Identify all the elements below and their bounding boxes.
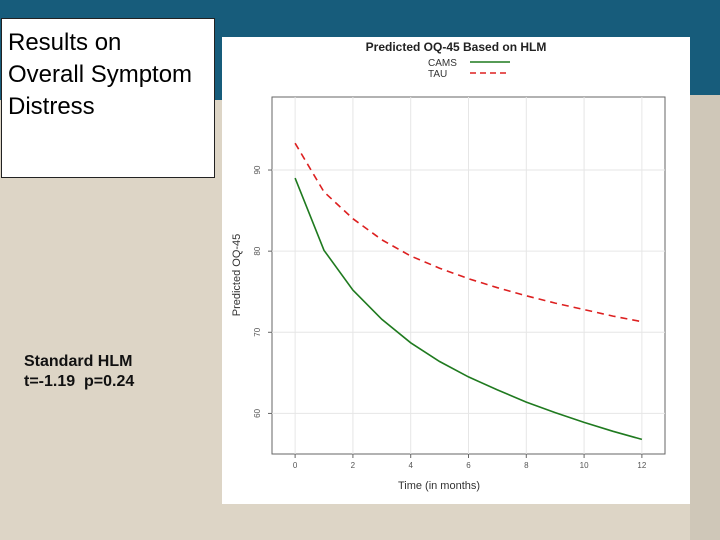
legend-label-cams: CAMS [428, 58, 457, 69]
x-tick-label: 6 [466, 461, 471, 470]
y-tick-label: 90 [253, 165, 262, 174]
series-line-tau [294, 142, 643, 323]
x-tick-label: 2 [351, 461, 356, 470]
x-axis-ticks: 0 2 4 6 8 10 12 [293, 454, 647, 470]
x-tick-label: 0 [293, 461, 298, 470]
y-axis-ticks: 60 70 80 90 [253, 165, 272, 418]
series-lines [294, 142, 643, 441]
y-tick-label: 80 [253, 246, 262, 255]
y-tick-label: 60 [253, 408, 262, 417]
x-tick-label: 12 [637, 461, 646, 470]
stats-text: Standard HLM t=-1.19 p=0.24 [24, 352, 134, 392]
y-axis-label: Predicted OQ-45 [231, 234, 243, 317]
chart-panel: Predicted OQ-45 Based on HLM CAMS TAU 60… [222, 37, 690, 504]
x-tick-label: 8 [524, 461, 529, 470]
x-tick-label: 10 [580, 461, 589, 470]
chart-legend: CAMS TAU [428, 58, 510, 80]
grid [272, 97, 665, 454]
side-band [690, 95, 720, 540]
stats-method: Standard HLM [24, 353, 133, 370]
slide-title-line: Overall Symptom [8, 61, 193, 88]
legend-label-tau: TAU [428, 69, 447, 80]
slide-title-line: Results on [8, 29, 122, 56]
chart-title: Predicted OQ-45 Based on HLM [366, 40, 547, 54]
x-tick-label: 4 [408, 461, 413, 470]
chart-svg: Predicted OQ-45 Based on HLM CAMS TAU 60… [231, 40, 666, 492]
series-line-cams [294, 177, 643, 441]
y-tick-label: 70 [253, 327, 262, 336]
slide-title-line: Distress [8, 93, 95, 120]
stats-values: t=-1.19 p=0.24 [24, 373, 135, 390]
x-axis-label: Time (in months) [398, 480, 480, 492]
slide-title-box: Results on Overall Symptom Distress [1, 18, 215, 178]
